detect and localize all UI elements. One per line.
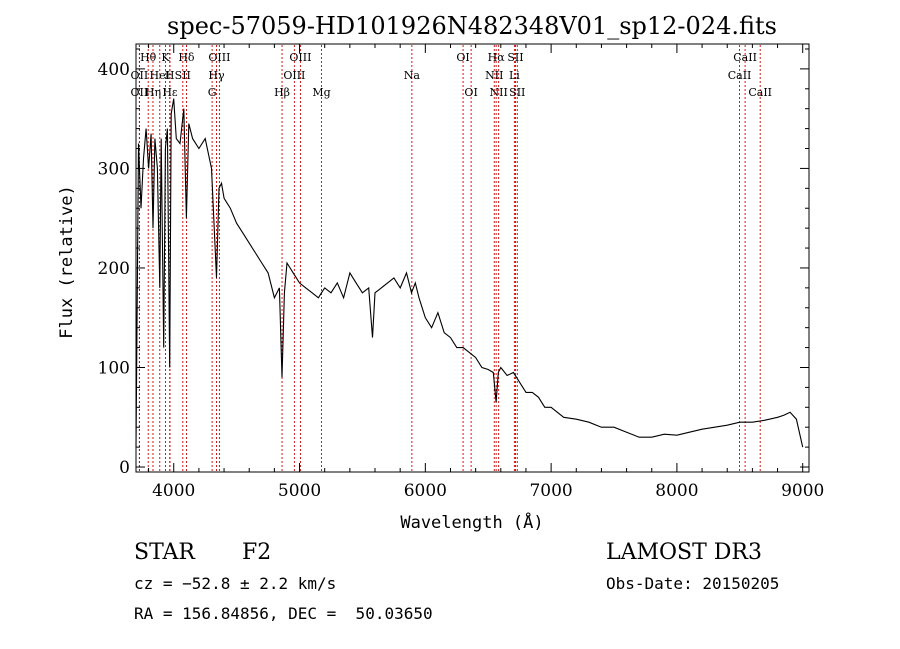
y-tick-label: 200	[98, 259, 130, 279]
chart-title: spec-57059-HD101926N482348V01_sp12-024.f…	[167, 12, 777, 40]
spectral-line-label: OII	[131, 69, 149, 82]
x-tick-label: 4000	[152, 481, 195, 501]
spectral-line-label: Mg	[312, 86, 330, 99]
spectral-line-label: OI	[456, 51, 469, 64]
spectral-line-label: Li	[509, 69, 520, 82]
spectral-line-label: OIII	[208, 51, 230, 64]
spectral-line-label: Hε	[162, 86, 178, 99]
object-class: STAR	[134, 540, 195, 565]
spectrum-series-line	[135, 98, 804, 448]
spectral-line-label: Hδ	[178, 51, 195, 64]
spectral-line-label: CaII	[748, 86, 772, 99]
survey-name: LAMOST DR3	[606, 540, 762, 565]
spectral-line-label: Hθ	[140, 51, 157, 64]
spectral-line-label: Hγ	[208, 69, 225, 82]
line-markers	[138, 45, 761, 471]
spectral-line-label: OIII	[289, 51, 311, 64]
spectral-line-label: CaII	[728, 69, 752, 82]
y-tick-label: 300	[98, 159, 130, 179]
x-axis: 4000 5000 6000 7000 8000 9000	[148, 44, 824, 501]
spectral-line-label: CaII	[733, 51, 757, 64]
y-tick-label: 100	[98, 358, 130, 378]
spectral-line-label: H	[165, 69, 175, 82]
spectral-line-label: NII	[485, 69, 503, 82]
coordinates-readout: RA = 156.84856, DEC = 50.03650	[134, 604, 433, 623]
object-subclass: F2	[242, 540, 272, 565]
spectral-line-label: SII	[175, 69, 191, 82]
spectral-line-label: Na	[404, 69, 421, 82]
spectral-line-label: HeI	[150, 69, 170, 82]
spectral-line-label: SII	[509, 86, 525, 99]
x-axis-label: Wavelength (Å)	[400, 511, 543, 533]
spectral-line-label: OIII	[283, 69, 305, 82]
plot-frame	[135, 43, 810, 473]
y-tick-label: 400	[98, 60, 130, 80]
y-tick-label: 0	[119, 458, 130, 478]
spectral-line-label: K	[161, 51, 170, 64]
x-tick-label: 6000	[404, 481, 447, 501]
y-axis-label: Flux (relative)	[57, 185, 77, 339]
x-tick-label: 5000	[278, 481, 321, 501]
spectral-line-label: G	[208, 86, 217, 99]
spectral-line-label: Hβ	[274, 86, 290, 99]
spectral-line-label: OI	[464, 86, 477, 99]
spectral-line-label: OII	[131, 86, 149, 99]
x-tick-label: 8000	[655, 481, 698, 501]
redshift-readout: cz = −52.8 ± 2.2 km/s	[134, 574, 337, 593]
spectral-line-label: NII	[490, 86, 508, 99]
spectral-line-label: Hα	[488, 51, 506, 64]
spectral-line-label: Hη	[145, 86, 161, 99]
observation-date: Obs-Date: 20150205	[606, 574, 780, 593]
y-axis: 0 100 200 300 400	[98, 48, 809, 478]
x-tick-label: 9000	[781, 481, 824, 501]
spectral-line-label: SII	[507, 51, 523, 64]
x-tick-label: 7000	[529, 481, 572, 501]
